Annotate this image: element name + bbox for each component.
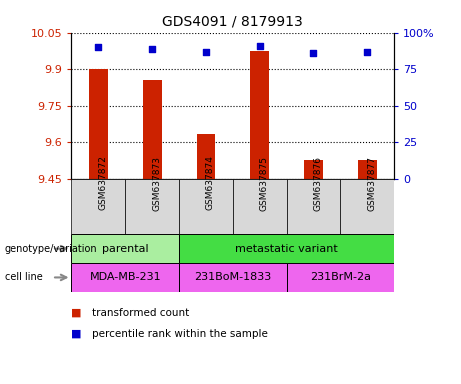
Bar bbox=[89, 69, 108, 179]
Bar bbox=[143, 80, 161, 179]
Bar bbox=[179, 234, 394, 263]
Bar bbox=[358, 160, 377, 179]
Text: GSM637872: GSM637872 bbox=[98, 156, 107, 210]
Text: 231BoM-1833: 231BoM-1833 bbox=[194, 272, 272, 283]
Bar bbox=[71, 234, 179, 263]
Text: percentile rank within the sample: percentile rank within the sample bbox=[92, 329, 268, 339]
Bar bbox=[196, 134, 215, 179]
Bar bbox=[71, 263, 179, 292]
Text: GSM637876: GSM637876 bbox=[313, 156, 323, 210]
Point bbox=[256, 43, 263, 49]
Text: GSM637877: GSM637877 bbox=[367, 156, 376, 210]
Text: 231BrM-2a: 231BrM-2a bbox=[310, 272, 371, 283]
Text: parental: parental bbox=[102, 243, 148, 254]
Bar bbox=[304, 160, 323, 179]
Text: transformed count: transformed count bbox=[92, 308, 189, 318]
Point bbox=[202, 48, 210, 55]
Text: metastatic variant: metastatic variant bbox=[235, 243, 338, 254]
Text: ■: ■ bbox=[71, 329, 82, 339]
Bar bbox=[287, 179, 340, 234]
Bar bbox=[71, 179, 125, 234]
Bar bbox=[233, 179, 287, 234]
Text: GSM637874: GSM637874 bbox=[206, 156, 215, 210]
Bar bbox=[250, 51, 269, 179]
Bar bbox=[287, 263, 394, 292]
Text: MDA-MB-231: MDA-MB-231 bbox=[89, 272, 161, 283]
Text: genotype/variation: genotype/variation bbox=[5, 243, 97, 254]
Point bbox=[148, 46, 156, 52]
Point bbox=[364, 48, 371, 55]
Bar bbox=[179, 179, 233, 234]
Title: GDS4091 / 8179913: GDS4091 / 8179913 bbox=[162, 15, 303, 29]
Bar bbox=[340, 179, 394, 234]
Text: GSM637873: GSM637873 bbox=[152, 156, 161, 210]
Point bbox=[310, 50, 317, 56]
Text: ■: ■ bbox=[71, 308, 82, 318]
Bar bbox=[179, 263, 287, 292]
Text: cell line: cell line bbox=[5, 272, 42, 283]
Text: GSM637875: GSM637875 bbox=[260, 156, 269, 210]
Bar bbox=[125, 179, 179, 234]
Point bbox=[95, 44, 102, 50]
